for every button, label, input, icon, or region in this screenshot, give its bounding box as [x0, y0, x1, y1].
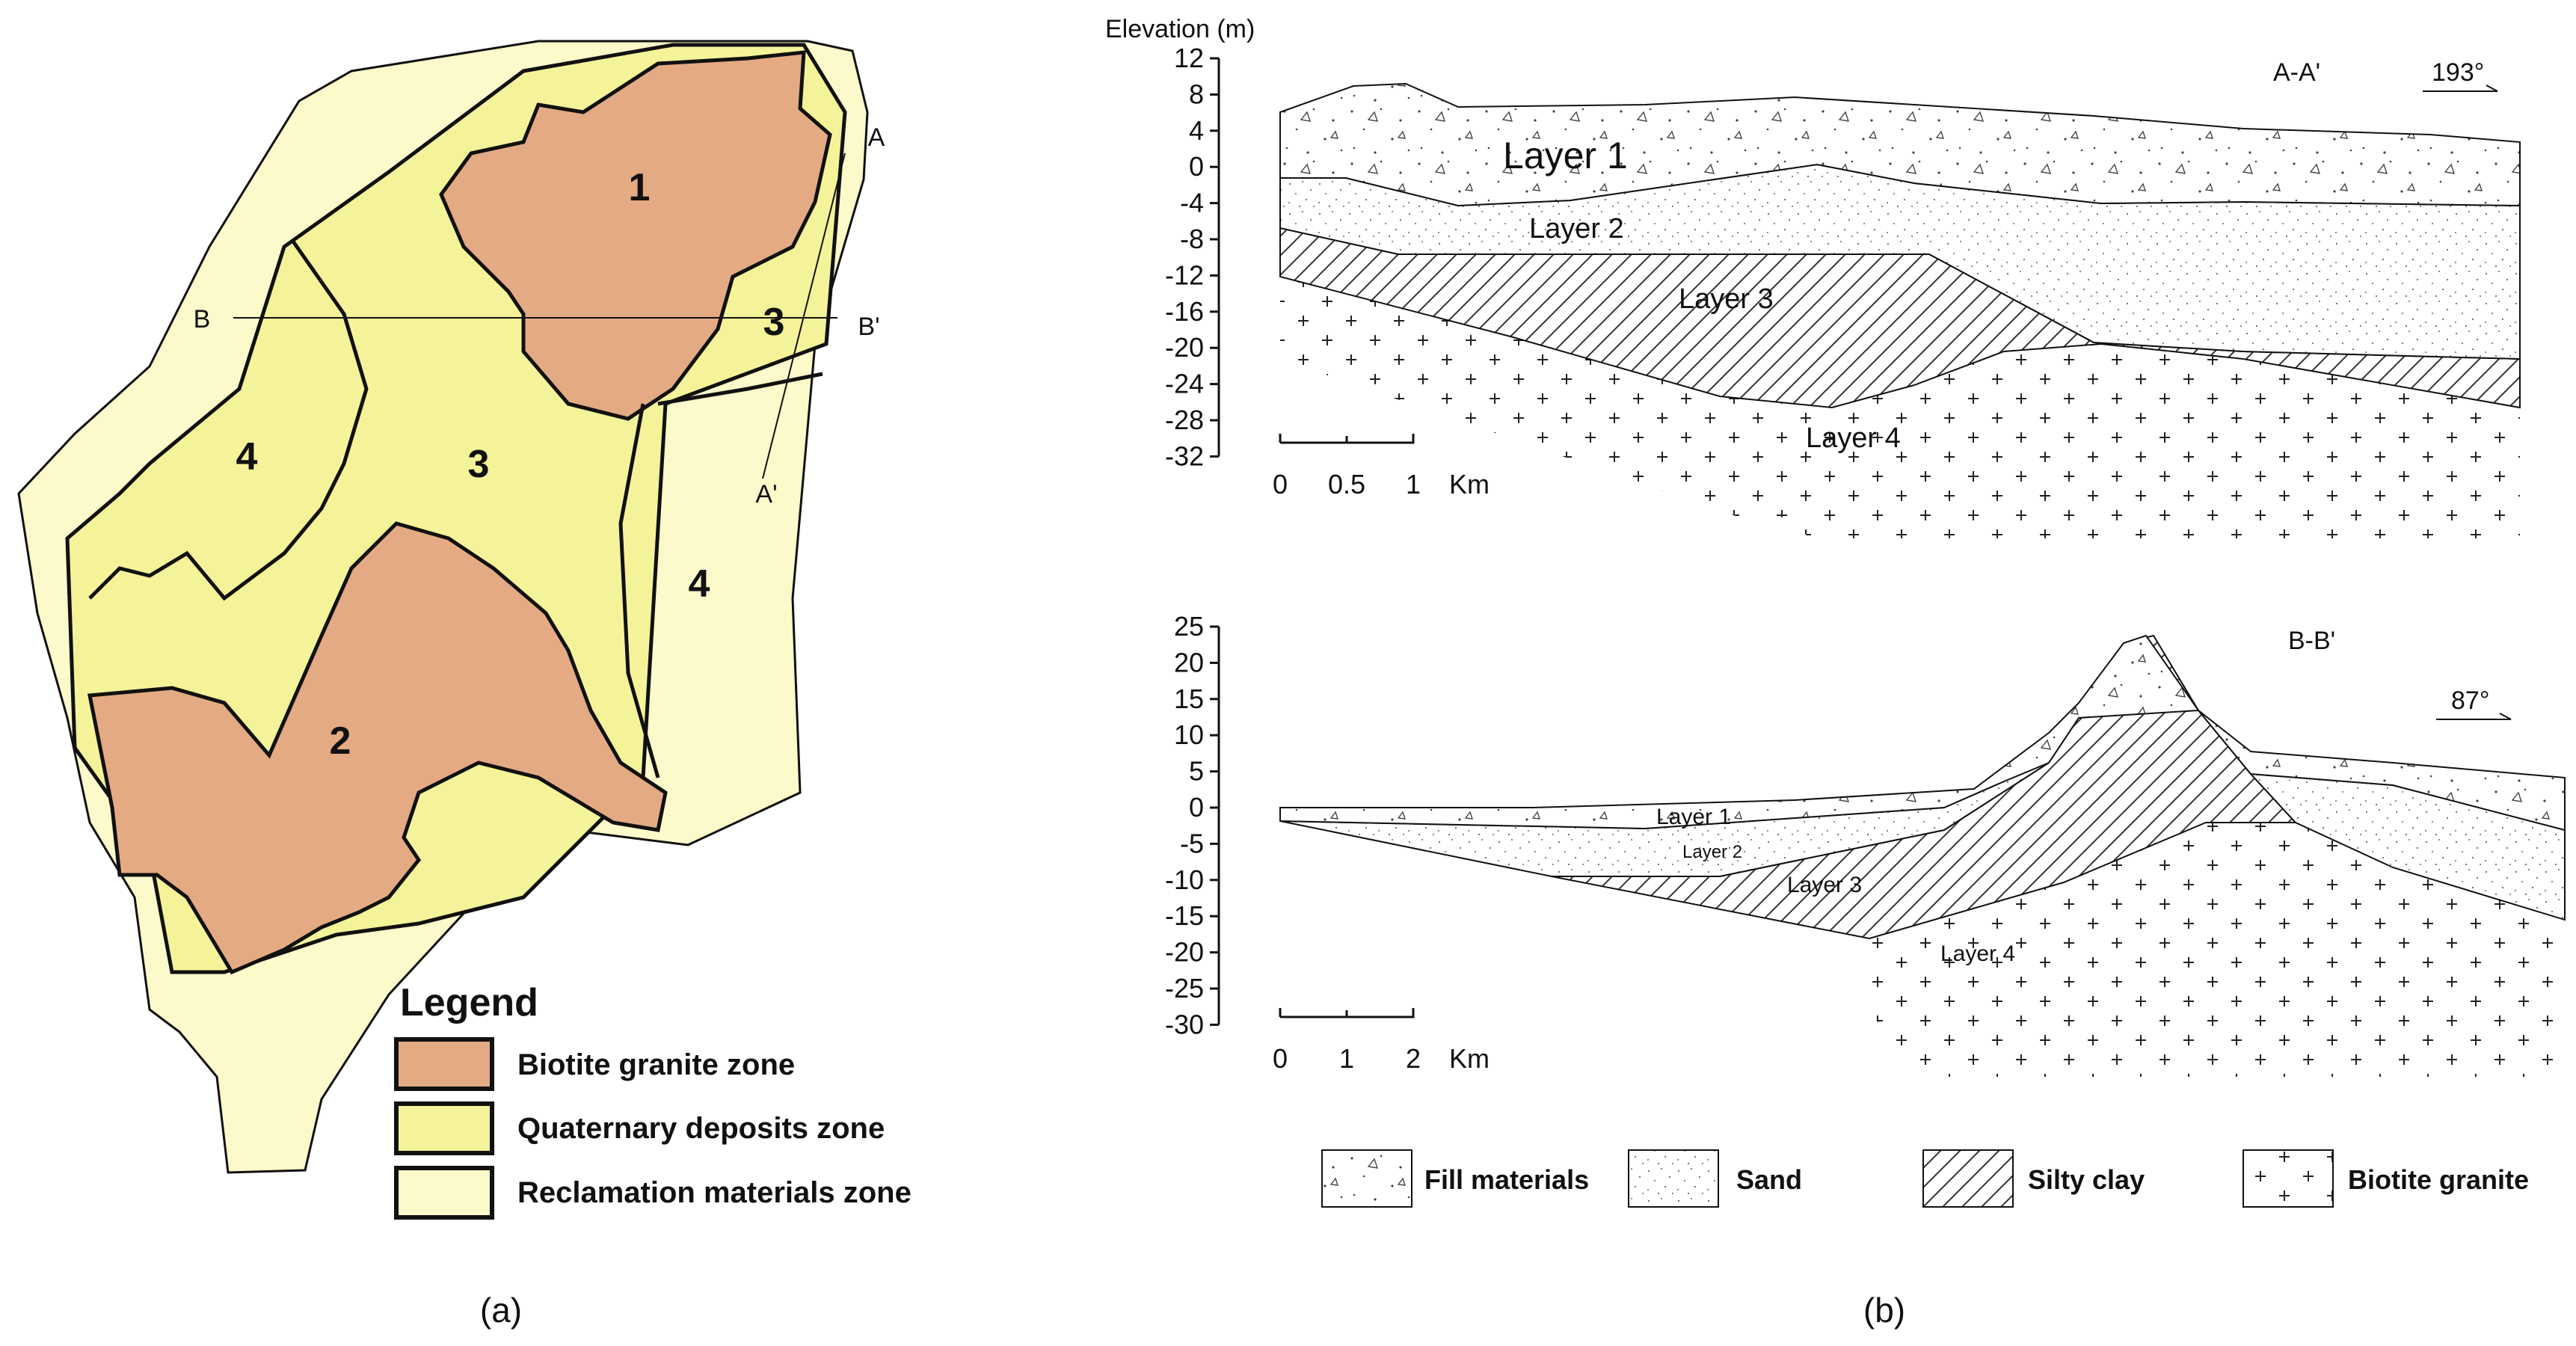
bb-direction: 87° — [2451, 686, 2489, 715]
zone-label-3-center: 3 — [468, 443, 490, 486]
caption-a: (a) — [480, 1291, 522, 1330]
bb-y-tick-label: 5 — [1189, 756, 1204, 787]
aa-y-tick-label: -32 — [1165, 440, 1204, 471]
bb-y-tick-label: 15 — [1174, 683, 1204, 714]
bb-y-tick-label: 10 — [1174, 719, 1204, 750]
material-label-fill: Fill materials — [1424, 1164, 1589, 1195]
material-swatch-sand — [1628, 1149, 1719, 1208]
aa-scale-bar: 0 0.5 1 Km — [1273, 434, 1490, 500]
bb-layer-2-label: Layer 2 — [1682, 842, 1742, 862]
bb-scale-tick-2: 2 — [1406, 1043, 1421, 1074]
aa-y-tick-label: -8 — [1180, 224, 1204, 254]
bb-y-tick-label: -15 — [1165, 900, 1204, 931]
legend-swatch-reclamation — [394, 1166, 494, 1220]
aa-y-tick-label: 0 — [1189, 151, 1204, 182]
bb-granite-layer — [1869, 823, 2565, 1077]
zone-label-2: 2 — [330, 719, 351, 763]
aa-y-tick-label: -12 — [1165, 259, 1204, 290]
bb-y-tick-label: -10 — [1165, 864, 1204, 895]
legend-swatch-granite — [394, 1037, 494, 1091]
aa-layer-1-label: Layer 1 — [1503, 135, 1628, 176]
legend-swatch-quaternary — [394, 1101, 494, 1155]
bb-fill-layer — [1279, 634, 2566, 832]
cross-section-aa: Elevation (m) 12 8 4 0 -4 -8 -12 -16 -20 -24 -28 -3… — [1105, 15, 2521, 538]
biotite-granite-zone-2 — [87, 521, 668, 975]
aa-direction-arrow — [2423, 84, 2498, 92]
aa-scale-tick-2: 1 — [1406, 469, 1421, 500]
bb-scale-tick-1: 1 — [1339, 1043, 1354, 1074]
bb-y-axis: 25 20 15 10 5 0 -5 -10 -15 -20 -25 -30 — [1165, 611, 1220, 1039]
bb-y-tick-label: 0 — [1189, 792, 1204, 823]
aa-y-tick-label: -20 — [1165, 332, 1204, 363]
bb-scale-bar: 0 1 2 Km — [1273, 1008, 1490, 1074]
bb-scale-unit: Km — [1449, 1043, 1490, 1074]
map-legend: Legend Biotite granite zone Quaternary d… — [394, 981, 912, 1220]
material-swatch-granite — [2243, 1149, 2334, 1208]
material-label-granite: Biotite granite — [2348, 1164, 2529, 1195]
aa-y-tick-label: 12 — [1174, 43, 1204, 73]
material-label-sand: Sand — [1736, 1164, 1802, 1195]
bb-y-tick-label: -5 — [1180, 828, 1204, 858]
bb-y-tick-label: -20 — [1165, 937, 1204, 968]
aa-direction: 193° — [2432, 58, 2484, 87]
bb-y-tick-label: -30 — [1165, 1009, 1204, 1039]
aa-y-tick-label: -24 — [1165, 369, 1204, 399]
legend-label-granite: Biotite granite zone — [517, 1048, 795, 1081]
bb-y-tick-label: 20 — [1174, 647, 1204, 677]
aa-scale-tick-0: 0 — [1273, 469, 1288, 500]
aa-y-tick-label: 4 — [1189, 115, 1204, 146]
bb-layer-3-label: Layer 3 — [1787, 873, 1862, 897]
aa-scale-tick-1: 0.5 — [1328, 469, 1365, 500]
aa-layer-3-label: Layer 3 — [1679, 283, 1774, 315]
material-swatch-clay — [1922, 1149, 2014, 1208]
section-line-aa — [762, 153, 846, 479]
aa-y-tick-label: 8 — [1189, 79, 1204, 109]
aa-y-tick-label: -16 — [1165, 296, 1204, 327]
aa-layer-2-label: Layer 2 — [1529, 213, 1624, 245]
elevation-axis-label: Elevation (m) — [1105, 15, 1255, 43]
bb-y-tick-label: -25 — [1165, 973, 1204, 1004]
legend-label-quaternary: Quaternary deposits zone — [517, 1112, 885, 1145]
marker-b-prime: B' — [858, 313, 879, 341]
zone-boundary-line — [88, 238, 823, 778]
bb-scale-tick-0: 0 — [1273, 1043, 1288, 1074]
aa-scale-unit: Km — [1449, 469, 1490, 500]
legend-title: Legend — [400, 981, 538, 1024]
aa-fill-layer — [1279, 82, 2521, 207]
marker-a-prime: A' — [755, 480, 777, 508]
zone-label-4-east: 4 — [689, 562, 710, 606]
bb-layer-4-label: Layer 4 — [1940, 941, 2015, 966]
aa-layer-4-label: Layer 4 — [1806, 422, 1901, 454]
aa-y-tick-label: -28 — [1165, 405, 1204, 435]
legend-label-reclamation: Reclamation materials zone — [517, 1176, 912, 1209]
geologic-zone-map: 1 2 3 3 4 4 A A' B B' Legend Biotite gra… — [17, 40, 912, 1330]
bb-direction-arrow — [2436, 713, 2512, 720]
material-legend: Fill materials Sand Silty clay Biotite g… — [1321, 1149, 2529, 1208]
bb-layer-1-label: Layer 1 — [1656, 805, 1731, 829]
aa-y-tick-label: -4 — [1180, 188, 1204, 218]
bb-y-tick-label: 25 — [1174, 611, 1204, 642]
material-swatch-fill — [1321, 1149, 1413, 1208]
material-label-clay: Silty clay — [2028, 1164, 2145, 1195]
zone-label-4-west: 4 — [236, 435, 258, 479]
aa-y-axis: 12 8 4 0 -4 -8 -12 -16 -20 -24 -28 -32 — [1165, 43, 1220, 471]
marker-b: B — [194, 305, 211, 334]
biotite-granite-zone-1 — [439, 50, 832, 421]
zone-label-1: 1 — [629, 166, 651, 209]
marker-a: A — [868, 123, 885, 152]
bb-section-title: B-B' — [2288, 627, 2335, 655]
zone-label-3-upper: 3 — [763, 301, 785, 344]
aa-granite-layer — [1280, 277, 2520, 538]
aa-section-title: A-A' — [2273, 58, 2320, 87]
caption-b: (b) — [1863, 1291, 1905, 1330]
